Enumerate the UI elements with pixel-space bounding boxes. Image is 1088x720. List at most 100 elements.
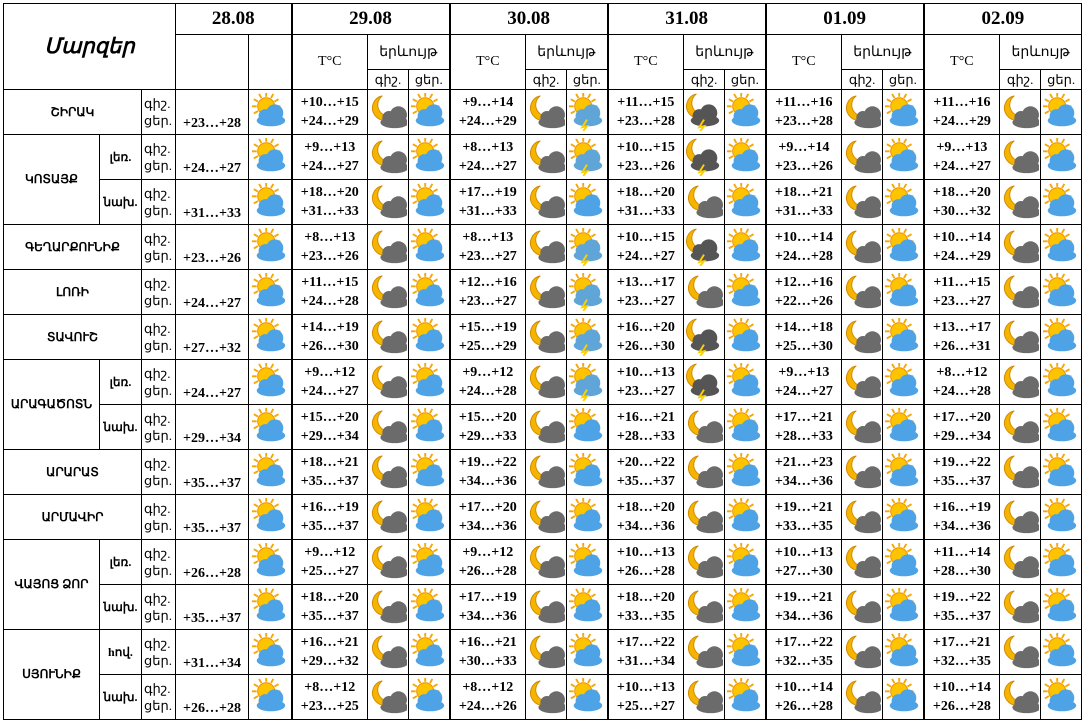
- night-temp: +21…+23: [774, 455, 833, 470]
- icon-shape: [1047, 519, 1077, 532]
- icon-shape: [428, 273, 433, 279]
- icon-shape: [854, 386, 882, 399]
- night-label: գիշ.: [144, 591, 171, 606]
- period-labels: գիշ. ցեր.: [140, 359, 177, 405]
- weather-icon: [248, 584, 293, 630]
- weather-icon-graphic: [568, 363, 603, 401]
- icon-shape: [1061, 183, 1066, 189]
- night-temp: +12…+16: [774, 275, 833, 290]
- weather-icon-graphic: [568, 273, 603, 311]
- day-temp: +31…+33: [458, 204, 517, 219]
- icon-shape: [1065, 98, 1071, 103]
- icon-shape: [728, 458, 734, 463]
- icon-shape: [380, 116, 408, 129]
- temp-cell: +18…+21 +31…+33: [764, 179, 843, 225]
- day-temp: +29…+34: [300, 429, 359, 444]
- weather-icon: [408, 674, 451, 720]
- icon-shape: [269, 588, 274, 594]
- today-temp: +24…+27: [175, 134, 250, 180]
- weather-icon-graphic: [884, 228, 919, 262]
- temp-cell: +10…+13 +23…+27: [606, 359, 685, 405]
- weather-icon-graphic: [884, 363, 919, 397]
- day-label: ցեր.: [144, 473, 172, 488]
- icon-shape: [380, 556, 408, 579]
- weather-icon-graphic: [688, 680, 724, 714]
- day-temp: +27…+30: [774, 564, 833, 579]
- region-row: ԱՐԱԳԱԾՈՏՆ լեռ. գիշ. ցեր. +24…+27 +9…+12 +24…+2…: [3, 359, 1083, 450]
- icon-shape: [696, 511, 724, 534]
- temp-cell: +8…+13 +23…+26: [290, 224, 369, 270]
- day-temp: +33…+35: [616, 609, 675, 624]
- icon-shape: [903, 633, 908, 639]
- period-labels: գիշ. ցեր.: [140, 134, 177, 180]
- temp-cell: +21…+23 +34…+36: [764, 449, 843, 495]
- night-temp: +9…+13: [936, 140, 988, 155]
- icon-shape: [1061, 498, 1066, 504]
- icon-shape: [1065, 458, 1071, 463]
- weather-icon: [367, 224, 410, 270]
- night-temp: +9…+13: [778, 365, 830, 380]
- weather-icon: [999, 494, 1042, 540]
- icon-shape: [273, 368, 279, 373]
- icon-shape: [573, 654, 603, 667]
- night-temp: +19…+21: [774, 590, 833, 605]
- weather-icon-graphic: [1043, 543, 1077, 577]
- icon-shape: [889, 699, 919, 712]
- icon-shape: [1044, 515, 1050, 520]
- icon-shape: [412, 593, 418, 598]
- weather-icon: [566, 179, 609, 225]
- night-temp: +19…+21: [774, 500, 833, 515]
- icon-shape: [380, 296, 408, 309]
- weather-icon-graphic: [251, 453, 285, 487]
- icon-shape: [570, 695, 576, 700]
- icon-shape: [538, 511, 566, 534]
- temp-cell: +12…+16 +23…+27: [448, 269, 527, 315]
- icon-shape: [733, 363, 738, 369]
- icon-shape: [1044, 200, 1050, 205]
- temp-header: T°C: [448, 34, 527, 90]
- night-temp: +9…+12: [462, 545, 514, 560]
- weather-icon-graphic: [568, 633, 603, 667]
- icon-shape: [412, 515, 418, 520]
- icon-shape: [380, 431, 408, 444]
- weather-icon: [1040, 539, 1083, 585]
- day-temp: +24…+28: [774, 249, 833, 264]
- icon-shape: [1012, 106, 1040, 129]
- icon-shape: [570, 503, 576, 508]
- weather-icon-graphic: [371, 320, 408, 354]
- day-temp: +35…+37: [300, 519, 359, 534]
- icon-shape: [269, 678, 274, 684]
- weather-icon-graphic: [846, 455, 882, 489]
- day-label: ցեր.: [144, 158, 172, 173]
- night-temp: +17…+22: [774, 635, 833, 650]
- icon-shape: [570, 413, 576, 418]
- icon-shape: [256, 519, 285, 532]
- icon-shape: [733, 408, 738, 414]
- weather-icon-graphic: [410, 498, 444, 532]
- icon-shape: [697, 344, 707, 356]
- icon-shape: [432, 98, 438, 103]
- icon-shape: [731, 339, 761, 352]
- weather-icon-graphic: [410, 678, 444, 712]
- weather-icon-graphic: [884, 453, 919, 487]
- icon-shape: [269, 183, 274, 189]
- icon-shape: [380, 611, 408, 624]
- night-temp: +9…+14: [462, 95, 514, 110]
- icon-shape: [258, 543, 263, 549]
- icon-shape: [728, 110, 734, 115]
- icon-shape: [1012, 556, 1040, 579]
- date-header: 02.09: [922, 3, 1083, 35]
- icon-shape: [415, 564, 444, 577]
- icon-shape: [538, 376, 566, 399]
- icon-shape: [380, 691, 408, 714]
- icon-shape: [380, 566, 408, 579]
- icon-shape: [1012, 611, 1040, 624]
- weather-icon: [841, 539, 884, 585]
- icon-shape: [273, 323, 279, 328]
- weather-icon: [367, 269, 410, 315]
- day-label: ցեր.: [144, 518, 172, 533]
- weather-icon-graphic: [1043, 228, 1077, 262]
- region-row: ՍՅՈՒՆԻՔ hով. գիշ. ցեր. +31…+34 +16…+21 +29…+32…: [3, 629, 1083, 720]
- weather-icon-graphic: [884, 318, 919, 352]
- icon-shape: [886, 98, 892, 103]
